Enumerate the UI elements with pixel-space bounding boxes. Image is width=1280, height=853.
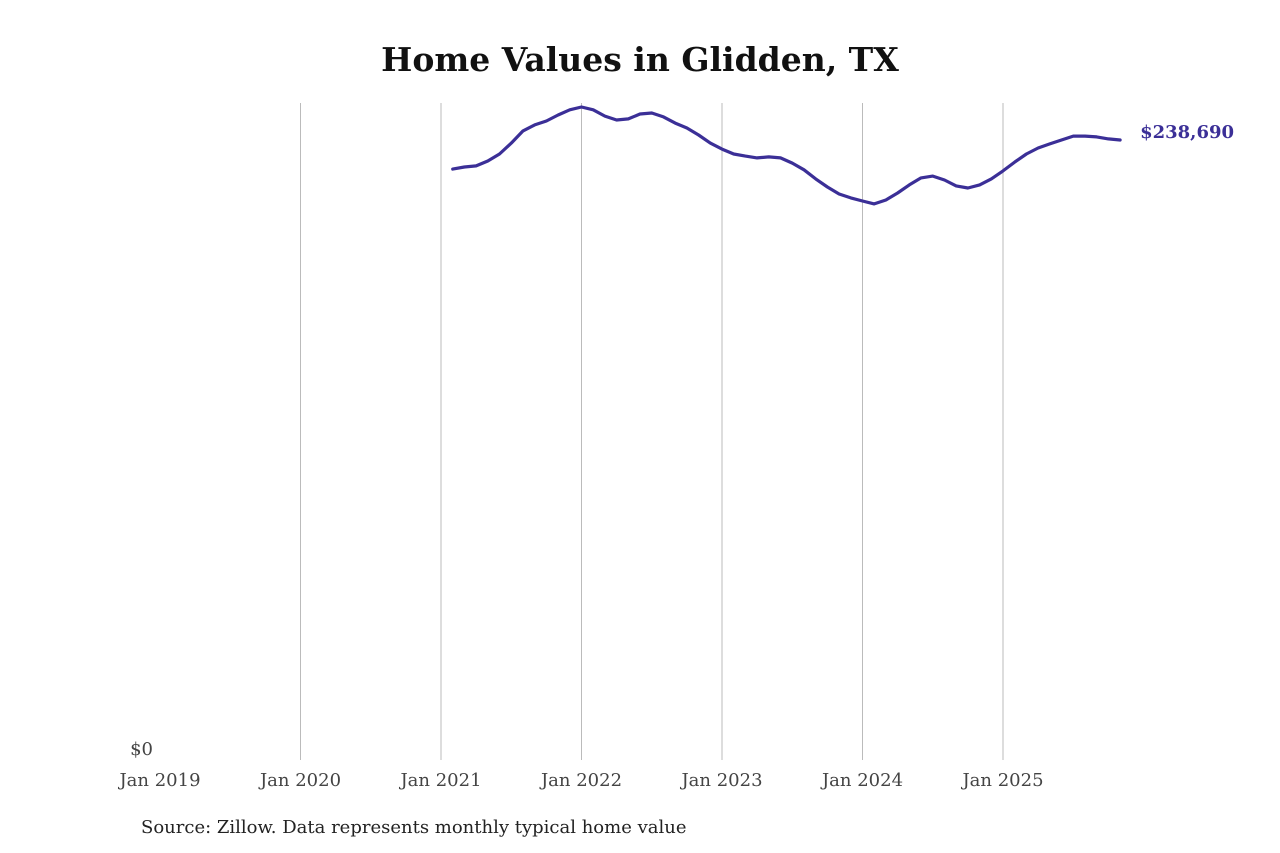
- x-tick-label: Jan 2023: [679, 770, 762, 791]
- x-tick-label: Jan 2025: [960, 770, 1043, 791]
- x-tick-label: Jan 2021: [398, 770, 481, 791]
- x-tick-label: Jan 2022: [539, 770, 622, 791]
- chart-title: Home Values in Glidden, TX: [381, 40, 899, 79]
- source-note: Source: Zillow. Data represents monthly …: [141, 817, 687, 838]
- x-tick-label: Jan 2020: [258, 770, 341, 791]
- x-axis-ticks: Jan 2019 Jan 2020 Jan 2021 Jan 2022 Jan 2023…: [117, 770, 1043, 791]
- end-value-label: $238,690: [1140, 122, 1234, 143]
- y-tick-label: $0: [130, 739, 153, 760]
- x-tick-label: Jan 2019: [117, 770, 200, 791]
- series-line: [451, 105, 1122, 206]
- x-tick-label: Jan 2024: [820, 770, 903, 791]
- gridlines: [300, 103, 1004, 760]
